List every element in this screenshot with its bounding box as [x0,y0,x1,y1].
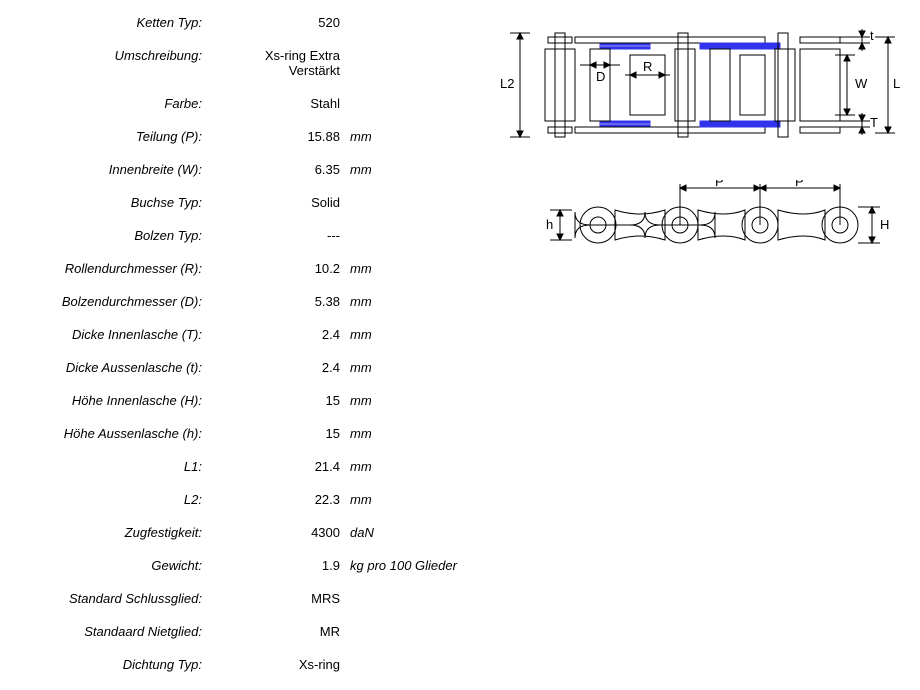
spec-label: Buchse Typ: [20,195,210,210]
spec-value: 15 [210,393,350,408]
spec-row: Buchse Typ:Solid [20,195,470,210]
label-D: D [596,69,605,84]
label-T: T [870,115,878,130]
spec-unit: daN [350,525,374,540]
spec-row: L2:22.3mm [20,492,470,507]
spec-unit: mm [350,294,372,309]
spec-value: 15 [210,426,350,441]
spec-value: 4300 [210,525,350,540]
spec-label: Standaard Nietglied: [20,624,210,639]
specs-table: Ketten Typ:520 Umschreibung:Xs-ring Extra… [20,15,470,690]
spec-label: L2: [20,492,210,507]
spec-value: Stahl [210,96,350,111]
spec-row: Standaard Nietglied:MR [20,624,470,639]
spec-label: Gewicht: [20,558,210,573]
label-P1: P [715,180,724,189]
chain-top-diagram: P P h H [530,180,890,270]
spec-unit: mm [350,492,372,507]
spec-label: Bolzen Typ: [20,228,210,243]
spec-row: Gewicht:1.9kg pro 100 Glieder [20,558,470,573]
spec-row: Zugfestigkeit:4300daN [20,525,470,540]
spec-value: MRS [210,591,350,606]
spec-row: Dichtung Typ:Xs-ring [20,657,470,672]
spec-row: Höhe Aussenlasche (h):15mm [20,426,470,441]
spec-label: Dicke Aussenlasche (t): [20,360,210,375]
spec-row: Dicke Innenlasche (T):2.4mm [20,327,470,342]
spec-value: 520 [210,15,350,30]
spec-label: Umschreibung: [20,48,210,63]
label-R: R [643,59,652,74]
spec-unit: mm [350,393,372,408]
spec-label: Innenbreite (W): [20,162,210,177]
spec-label: Dicke Innenlasche (T): [20,327,210,342]
spec-row: Standard Schlussglied:MRS [20,591,470,606]
spec-value: 21.4 [210,459,350,474]
spec-label: Standard Schlussglied: [20,591,210,606]
spec-row: Bolzendurchmesser (D):5.38mm [20,294,470,309]
spec-unit: mm [350,162,372,177]
spec-row: Umschreibung:Xs-ring Extra Verstärkt [20,48,470,78]
spec-row: Dicke Aussenlasche (t):2.4mm [20,360,470,375]
label-h: h [546,217,553,232]
spec-row: Höhe Innenlasche (H):15mm [20,393,470,408]
spec-unit: mm [350,459,372,474]
spec-value: Xs-ring Extra Verstärkt [210,48,350,78]
spec-value: 22.3 [210,492,350,507]
spec-unit: kg pro 100 Glieder [350,558,457,573]
spec-value: 1.9 [210,558,350,573]
spec-row: Farbe:Stahl [20,96,470,111]
spec-unit: mm [350,426,372,441]
spec-unit: mm [350,261,372,276]
spec-value: MR [210,624,350,639]
spec-row: Rollendurchmesser (R):10.2mm [20,261,470,276]
label-P2: P [795,180,804,189]
spec-value: 10.2 [210,261,350,276]
spec-value: Solid [210,195,350,210]
spec-row: Teilung (P):15.88mm [20,129,470,144]
spec-value: 2.4 [210,360,350,375]
spec-row: L1:21.4mm [20,459,470,474]
spec-label: Zugfestigkeit: [20,525,210,540]
spec-unit: mm [350,129,372,144]
spec-value: 2.4 [210,327,350,342]
spec-value: 15.88 [210,129,350,144]
label-L2: L2 [500,76,514,91]
spec-value: 6.35 [210,162,350,177]
spec-label: Teilung (P): [20,129,210,144]
spec-row: Ketten Typ:520 [20,15,470,30]
spec-unit: mm [350,327,372,342]
spec-label: Ketten Typ: [20,15,210,30]
spec-label: Höhe Innenlasche (H): [20,393,210,408]
spec-label: Farbe: [20,96,210,111]
spec-unit: mm [350,360,372,375]
spec-row: Bolzen Typ:--- [20,228,470,243]
chain-side-diagram: L2 D R [500,25,900,145]
spec-label: Rollendurchmesser (R): [20,261,210,276]
spec-value: --- [210,228,350,243]
label-W: W [855,76,868,91]
spec-value: Xs-ring [210,657,350,672]
spec-value: 5.38 [210,294,350,309]
label-lt: t [870,28,874,43]
spec-label: Bolzendurchmesser (D): [20,294,210,309]
spec-label: Dichtung Typ: [20,657,210,672]
spec-label: Höhe Aussenlasche (h): [20,426,210,441]
spec-label: L1: [20,459,210,474]
label-L1: L1 [893,76,900,91]
spec-row: Innenbreite (W):6.35mm [20,162,470,177]
label-H: H [880,217,889,232]
